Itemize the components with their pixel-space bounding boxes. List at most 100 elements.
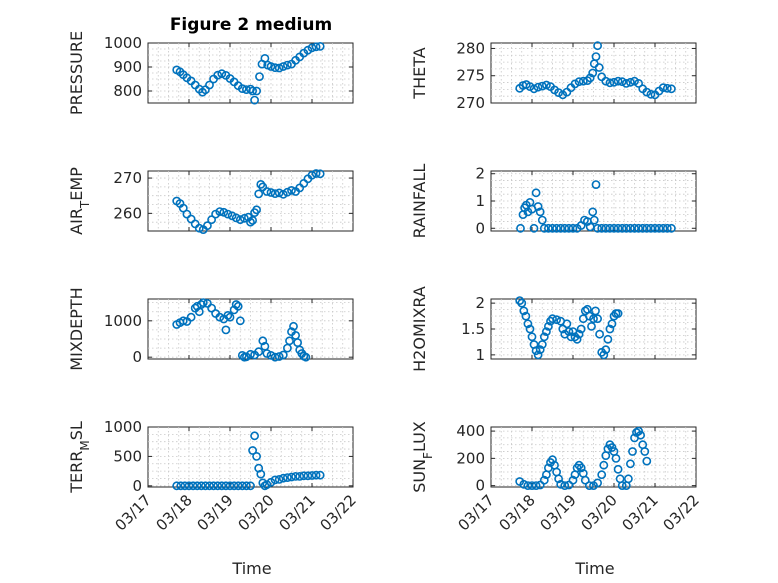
data-point xyxy=(237,481,247,491)
data-point xyxy=(237,84,247,93)
data-point xyxy=(315,169,325,179)
data-point xyxy=(235,215,245,225)
y-tick-label: 270 xyxy=(113,169,142,187)
data-point xyxy=(613,76,623,86)
data-point xyxy=(556,223,566,233)
data-point xyxy=(202,221,212,231)
data-point xyxy=(270,189,280,198)
figure-title: Figure 2 medium xyxy=(170,15,332,35)
data-point xyxy=(548,455,557,465)
data-point xyxy=(527,332,537,342)
data-point xyxy=(626,77,635,87)
y-tick-label: 1000 xyxy=(104,34,142,52)
data-point xyxy=(537,340,547,349)
data-point xyxy=(521,311,531,321)
data-point xyxy=(217,69,227,79)
data-point xyxy=(535,207,545,217)
data-point xyxy=(613,309,623,318)
data-point xyxy=(560,481,570,490)
x-tick-label: 03/18 xyxy=(153,491,196,534)
data-point xyxy=(188,481,198,491)
data-point xyxy=(537,81,547,91)
data-point xyxy=(255,72,264,81)
data-point xyxy=(597,470,607,480)
data-point xyxy=(646,89,656,99)
data-point xyxy=(539,332,549,342)
data-point xyxy=(589,314,598,324)
data-point xyxy=(607,319,617,329)
data-point xyxy=(270,475,280,485)
data-point xyxy=(180,481,190,491)
data-point xyxy=(601,223,611,233)
data-point xyxy=(178,316,188,326)
data-point xyxy=(593,478,602,488)
data-point xyxy=(539,223,549,233)
data-point xyxy=(266,62,276,71)
data-point xyxy=(205,481,214,491)
data-point xyxy=(560,223,570,233)
data-point xyxy=(252,451,261,461)
data-point xyxy=(233,301,243,311)
data-point xyxy=(229,481,239,491)
data-point xyxy=(658,83,668,93)
data-point xyxy=(624,474,633,484)
data-point xyxy=(613,223,623,233)
data-point xyxy=(192,301,202,311)
data-point xyxy=(591,306,600,316)
data-point xyxy=(535,345,545,355)
data-point xyxy=(262,349,272,358)
data-point xyxy=(198,298,208,307)
data-point xyxy=(278,62,288,71)
data-point xyxy=(315,42,325,51)
data-point xyxy=(176,481,186,491)
data-point xyxy=(544,223,553,233)
data-point xyxy=(254,347,264,357)
data-point xyxy=(628,447,637,456)
y-tick-label: 0 xyxy=(132,477,142,495)
y-tick-label: 270 xyxy=(456,94,485,112)
data-point xyxy=(593,314,602,324)
y-tick-label: 800 xyxy=(113,82,142,100)
data-point xyxy=(237,350,247,360)
data-point xyxy=(548,314,557,324)
data-point xyxy=(621,79,631,88)
data-point xyxy=(248,446,257,455)
data-point xyxy=(599,350,609,360)
data-point xyxy=(235,316,245,326)
data-point xyxy=(585,73,595,83)
data-point xyxy=(650,223,660,233)
data-point xyxy=(246,217,255,227)
data-point xyxy=(576,324,586,334)
data-point xyxy=(537,215,547,225)
data-point xyxy=(588,68,598,78)
data-point xyxy=(192,481,202,491)
data-point xyxy=(539,475,549,485)
data-point xyxy=(568,475,578,485)
data-point xyxy=(562,319,572,329)
data-point xyxy=(568,223,578,233)
xlabel-left: Time xyxy=(231,559,271,578)
data-point xyxy=(258,336,268,346)
data-point xyxy=(580,306,590,316)
data-point xyxy=(658,223,668,233)
data-point xyxy=(642,456,652,466)
data-point xyxy=(531,481,541,490)
data-point xyxy=(221,325,231,335)
data-point xyxy=(519,479,529,489)
data-point xyxy=(184,481,194,491)
y-tick-label: 0 xyxy=(475,477,485,495)
data-point xyxy=(239,213,249,223)
y-tick-label: 500 xyxy=(113,447,142,465)
data-point xyxy=(654,223,664,233)
data-point xyxy=(266,350,276,360)
data-point xyxy=(274,352,284,361)
data-point xyxy=(594,63,604,72)
data-point xyxy=(215,207,225,216)
data-point xyxy=(299,471,309,481)
data-point xyxy=(287,472,296,482)
data-point xyxy=(519,306,529,316)
data-point xyxy=(626,223,635,233)
data-point xyxy=(667,84,676,94)
data-point xyxy=(301,352,311,362)
